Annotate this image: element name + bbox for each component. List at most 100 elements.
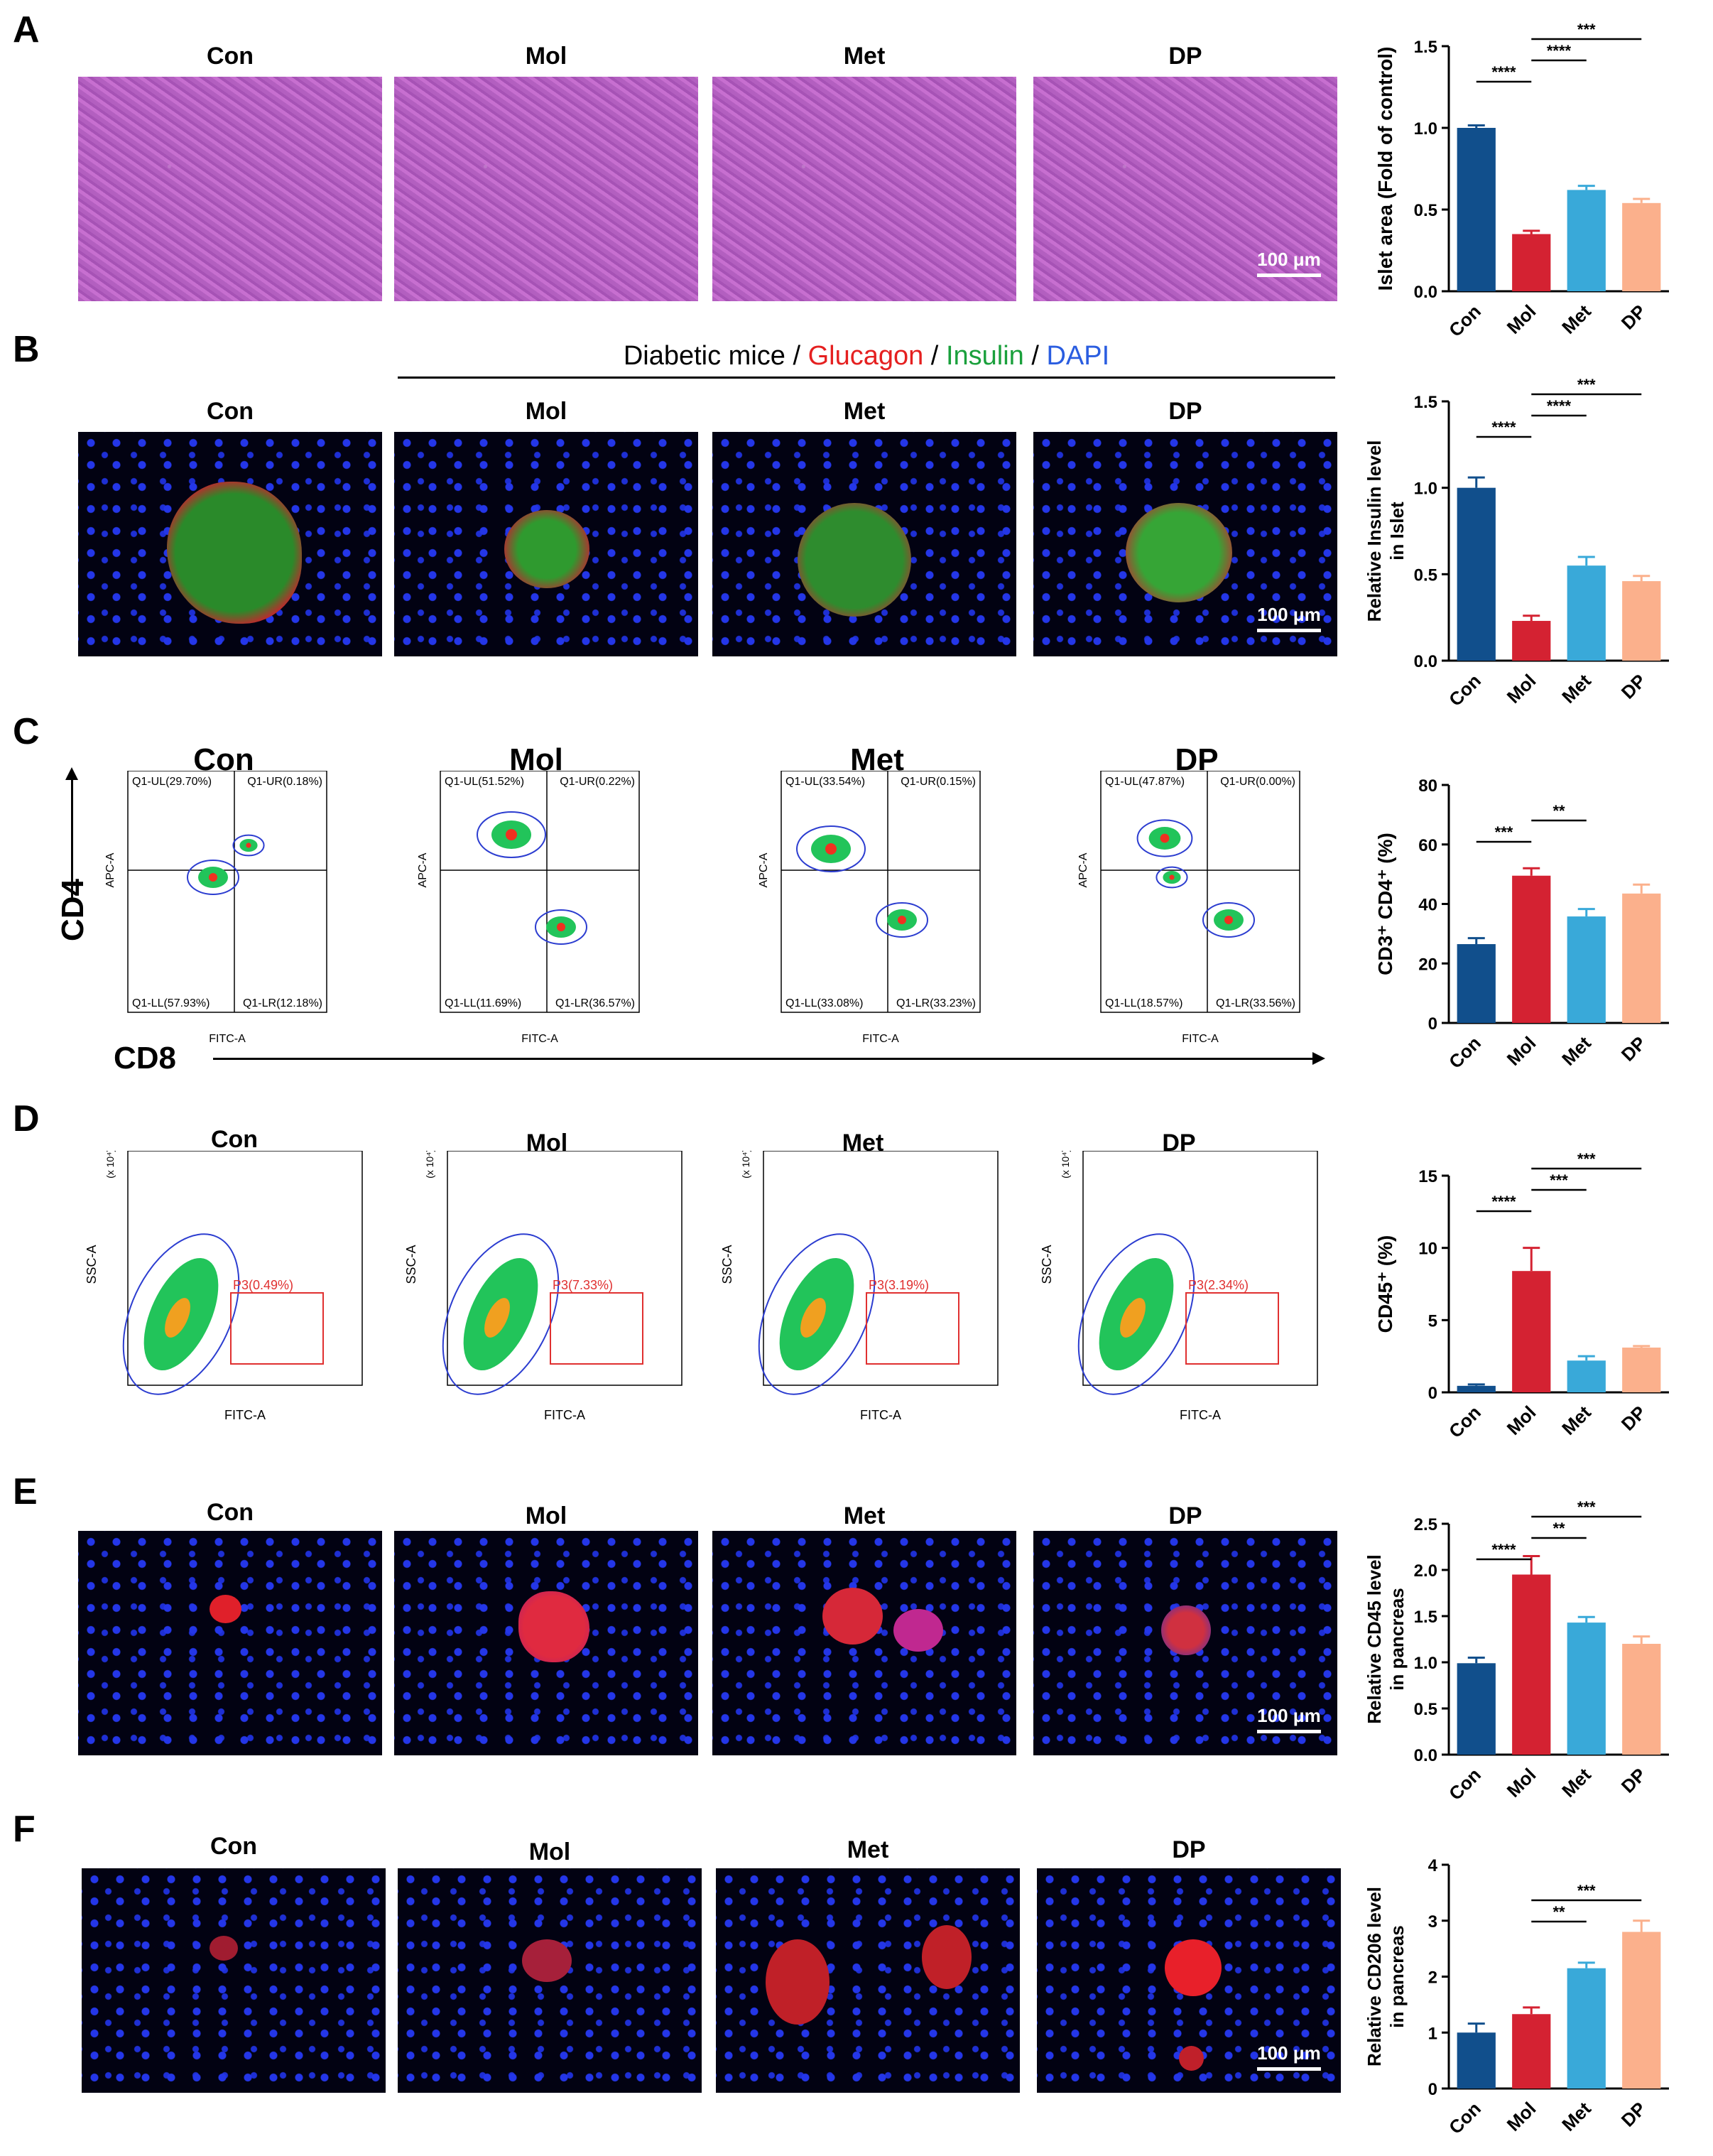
bar-mol [1512,875,1551,1023]
panel-letter-f: F [13,1809,36,1850]
group-title-con: Con [210,1833,258,1860]
x-tick-label: Con [1445,1032,1485,1073]
significance-stars: *** [1577,1150,1596,1168]
flow-plot-mol: Q1-UL(51.52%) Q1-UR(0.22%) Q1-LL(11.69%) Q1… [417,771,640,1045]
significance-stars: *** [1495,823,1513,841]
quadrant-ur-label: Q1-UR(0.00%) [1220,776,1295,788]
cd206-signal [1179,2046,1204,2071]
group-title-dp: DP [1168,1502,1202,1529]
significance-stars: *** [1577,1882,1596,1900]
y-tick-label: 1.5 [1414,393,1437,412]
gate-plot-dp: P3(2.34%) FITC-A SSC-A (x 10⁴) [1040,1151,1318,1422]
header-sep-1: / [923,341,946,371]
he-stain-image-con [78,77,382,301]
y-tick-label: 1.5 [1414,38,1437,57]
x-tick-label: Mol [1503,1764,1540,1802]
quadrant-ur-label: Q1-UR(0.18%) [247,776,322,788]
significance-stars: *** [1577,21,1596,38]
x-tick-label: Con [1445,2098,1485,2138]
population-peak [246,843,251,848]
bar-met [1567,916,1606,1023]
gate-label: P3(7.33%) [553,1278,613,1292]
y-axis-label: Islet area (Fold of control) [1374,47,1396,291]
population-peak [557,923,565,931]
population-peak [165,1298,190,1338]
panel-letter-a: A [13,9,40,50]
cd45-if-image-con [78,1531,382,1755]
significance-stars: *** [1577,376,1596,394]
x-axis-label: FITC-A [1182,1033,1219,1045]
cd206-if-image-met [716,1868,1020,2093]
group-title-dp: DP [1168,43,1202,70]
islet-blob [504,510,589,588]
quadrant-ll-label: Q1-LL(33.08%) [785,997,863,1009]
cd45-signal [210,1595,241,1623]
y-axis-label: SSC-A [720,1245,734,1284]
y-tick-label: 2.5 [1414,1515,1437,1534]
y-axis-label: CD3⁺ CD4⁺ (%) [1374,833,1396,975]
x-tick-label: Con [1445,1402,1485,1442]
population-contour [187,860,239,895]
significance-stars: ** [1552,1520,1565,1537]
population-contour [477,811,546,858]
significance-stars: *** [1577,1498,1596,1516]
flow-plot-dp: Q1-UL(47.87%) Q1-UR(0.00%) Q1-LL(18.57%) Q1… [1077,771,1300,1045]
gate-box [866,1292,959,1365]
scale-bar-e: 100 μm [1257,1705,1321,1733]
gate-label: P3(2.34%) [1188,1278,1249,1292]
population-contour [442,1233,560,1395]
panel-letter-e: E [13,1471,38,1512]
cd4-axis-label: CD4 [55,878,90,941]
bar-con [1457,1385,1496,1392]
bar-chart-a: 0.0 0.5 1.0 1.5 Islet area (Fold of control)… [1374,21,1669,341]
bar-chart-b: 0.0 0.5 1.0 1.5 Relative Insulin level in Isl… [1364,376,1669,710]
group-title-dp: DP [1172,1836,1206,1863]
y-axis-label: APC-A [104,852,116,887]
x-tick-label: Met [1557,1764,1595,1802]
panel-letter-d: D [13,1098,40,1139]
x-tick-label: Mol [1503,1402,1540,1439]
group-title-con: Con [206,398,254,425]
bar-met [1567,1623,1606,1755]
y-tick-label: 10 [1418,1240,1437,1259]
population-contour [1136,819,1193,857]
cd45-signal [1161,1605,1211,1655]
x-tick-label: Mol [1503,2098,1540,2135]
population-peak [484,1298,510,1338]
cd206-signal [922,1925,972,1989]
group-title-dp: DP [1168,398,1202,425]
significance-stars: **** [1547,397,1572,415]
x-tick-label: Met [1557,2098,1595,2135]
quadrant-lr-label: Q1-LR(36.57%) [555,997,635,1009]
population-contour [758,1233,876,1395]
group-title-met: Met [843,43,886,70]
x-tick-label: DP [1617,300,1651,334]
y-multiplier-label: (x 10⁴) [1060,1151,1071,1179]
y-axis-label: APC-A [417,852,429,887]
y-axis-label: APC-A [1077,852,1089,887]
cd206-if-image-con [82,1868,386,2093]
population-peak [825,843,837,855]
population-peak [898,916,906,924]
header-rule [398,377,1335,379]
cd45-if-image-dp [1033,1531,1337,1755]
header-prefix: Diabetic mice / [623,341,808,371]
population-peak [1160,833,1170,843]
x-tick-label: DP [1617,670,1651,703]
y-axis-label: in pancreas [1386,1588,1408,1691]
bar-con [1457,944,1496,1023]
x-tick-label: Con [1445,300,1485,341]
y-tick-label: 0.0 [1414,283,1437,302]
cd8-arrow-head [1312,1052,1325,1065]
bar-chart-e: 0.0 0.5 1.0 1.5 2.0 2.5 Relative CD45 level in … [1364,1498,1669,1804]
flow-quadrant-plots: Q1-UL(29.70%) Q1-UR(0.18%) Q1-LL(57.93%) Q1… [104,771,1300,1045]
bar-dp [1622,202,1661,291]
population-contour [796,825,866,872]
y-tick-label: 1.0 [1414,1654,1437,1673]
x-tick-label: Met [1557,1032,1595,1070]
group-title-con: Con [210,1126,259,1153]
bar-con [1457,487,1496,661]
x-tick-label: Mol [1503,1032,1540,1070]
significance-stars: **** [1491,1541,1516,1559]
